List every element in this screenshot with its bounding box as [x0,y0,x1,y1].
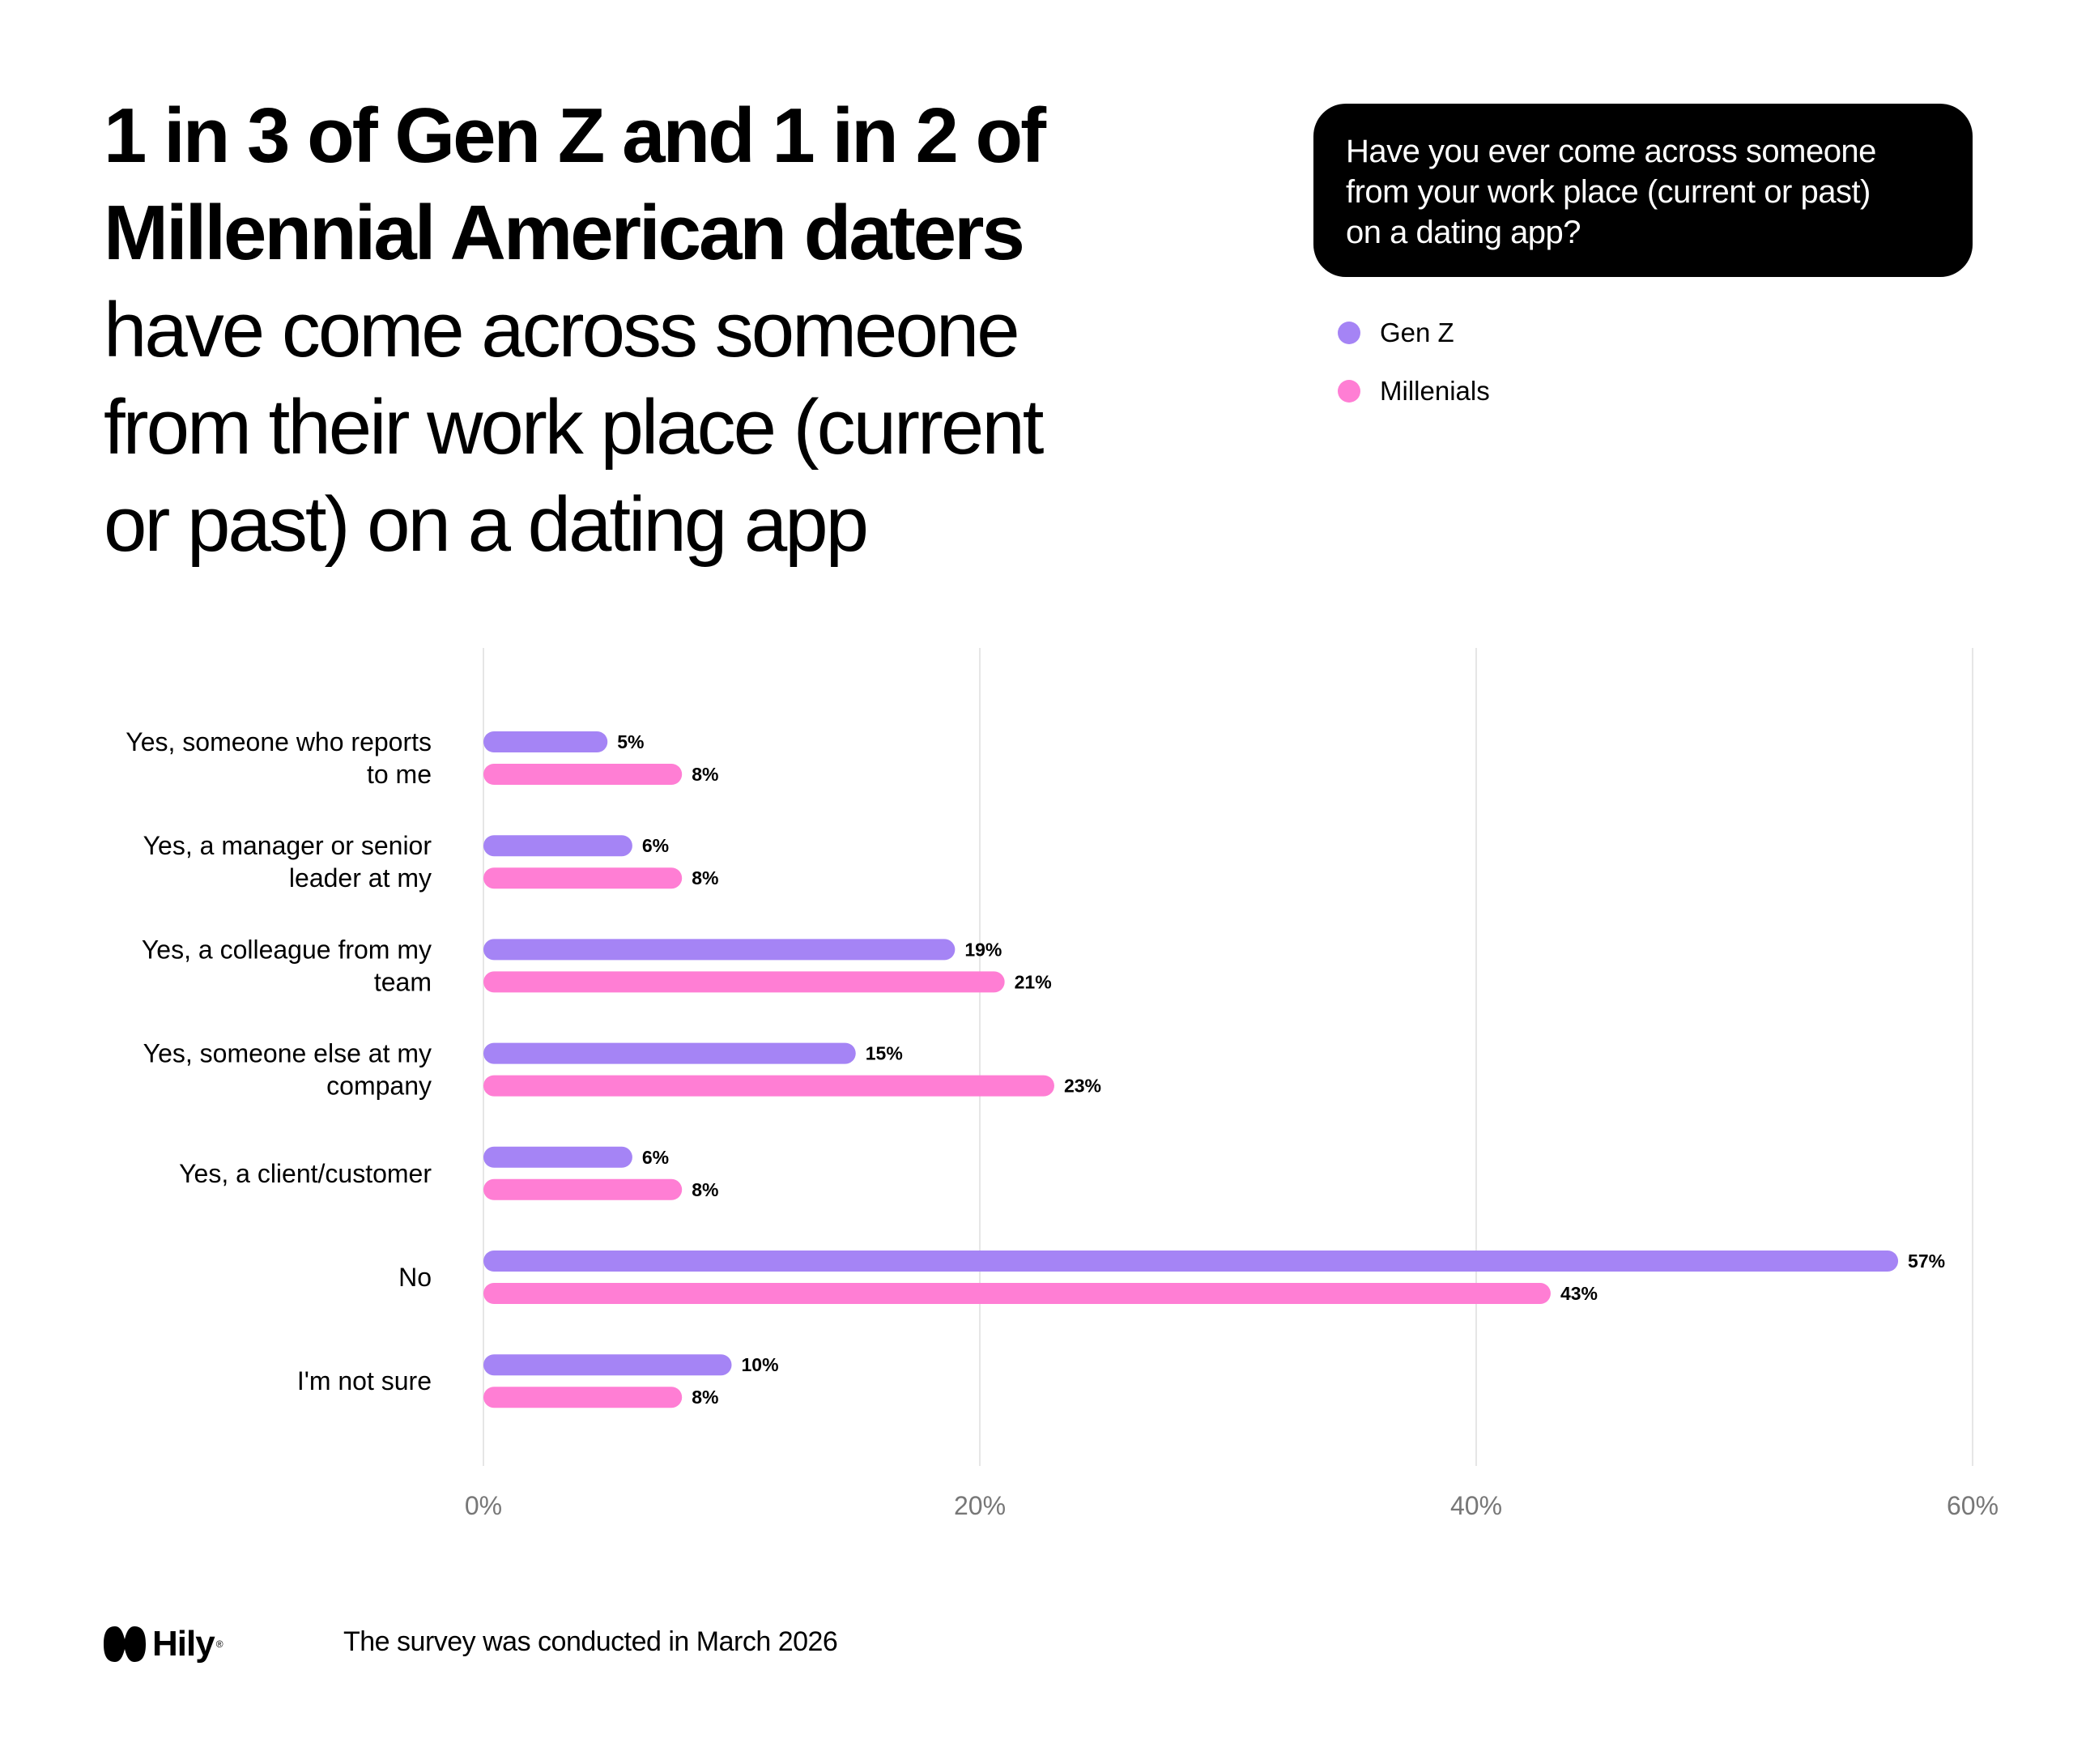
category-label: Yes, a manager or senior [143,831,432,860]
category-label: Yes, someone who reports [126,727,432,756]
legend-item-millenials: Millenials [1338,371,1490,411]
data-label: 21% [1015,971,1052,992]
data-label: 23% [1064,1076,1101,1097]
headline-regular-line-2: from their work place (current [104,384,1044,471]
bar-chart: 0% 20% 40% 60% Yes, someone who reports to me… [126,648,1999,1520]
bar-gen-z [483,1354,732,1376]
legend-dot-gen-z [1338,322,1360,344]
question-line-2: from your work place (current or past) [1346,174,1871,210]
headline-regular-line-3: or past) on a dating app [104,481,869,568]
question-line-1: Have you ever come across someone [1346,134,1876,169]
bar-gen-z [483,835,632,857]
data-label: 10% [742,1354,779,1375]
survey-footnote: The survey was conducted in March 2026 [343,1626,838,1657]
headline-bold-line-1: 1 in 3 of Gen Z and 1 in 2 of [104,92,1046,179]
data-label: 6% [642,835,669,856]
question-line-3: on a dating app? [1346,215,1581,250]
bar-millenials [483,971,1005,993]
category-label: I'm not sure [297,1366,432,1395]
bar-gen-z [483,1042,856,1064]
headline: 1 in 3 of Gen Z and 1 in 2 of Millennial… [104,87,1254,573]
hily-logo: Hily ® [104,1620,223,1668]
x-tick-label: 40% [1450,1491,1502,1520]
category-label: to me [367,760,432,789]
registered-mark-icon: ® [215,1638,223,1650]
hily-logo-text: Hily [152,1624,215,1664]
bar-millenials [483,1075,1054,1097]
data-label: 8% [692,764,718,785]
category-label: leader at my [289,863,432,893]
legend-item-gen-z: Gen Z [1338,313,1490,353]
hily-logo-icon [104,1626,146,1662]
headline-regular-line-1: have come across someone [104,287,1020,373]
bar-gen-z [483,731,608,752]
chart-legend: Gen Z Millenials [1338,313,1490,429]
survey-question-box: Have you ever come across someone from y… [1313,104,1973,277]
category-label: Yes, someone else at my [143,1039,432,1068]
data-label: 15% [866,1043,903,1064]
data-label: 57% [1908,1251,1945,1272]
bar-gen-z [483,1146,632,1168]
category-label: No [398,1263,432,1292]
data-label: 8% [692,1387,718,1408]
bar-gen-z [483,939,956,961]
bar-millenials [483,764,683,785]
bar-millenials [483,1387,683,1408]
data-label: 19% [964,939,1002,960]
bar-millenials [483,1283,1551,1304]
legend-label-gen-z: Gen Z [1380,317,1454,347]
bar-millenials [483,867,683,889]
category-label: team [374,967,432,996]
data-label: 43% [1560,1283,1598,1304]
x-tick-label: 0% [465,1491,502,1520]
data-label: 8% [692,1179,718,1200]
category-label: Yes, a client/customer [179,1159,432,1188]
headline-bold-line-2: Millennial American daters [104,190,1025,276]
bar-gen-z [483,1251,1899,1272]
x-tick-label: 20% [954,1491,1006,1520]
legend-dot-millenials [1338,380,1360,403]
bar-millenials [483,1178,683,1200]
data-label: 8% [692,867,718,888]
category-label: Yes, a colleague from my [142,935,432,964]
data-label: 5% [617,731,644,752]
x-tick-label: 60% [1947,1491,1999,1520]
data-label: 6% [642,1147,669,1168]
legend-label-millenials: Millenials [1380,376,1490,406]
category-label: company [326,1072,432,1101]
